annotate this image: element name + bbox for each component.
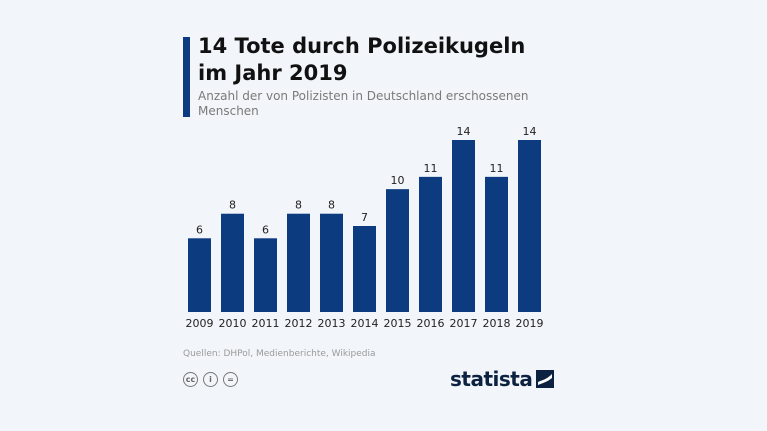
bar-2013 (320, 213, 343, 312)
logo-text: statista (450, 367, 533, 391)
bar-2011 (254, 238, 277, 312)
value-label-2013: 8 (328, 199, 335, 212)
tick-label-2010: 2010 (219, 317, 247, 330)
tick-label-2018: 2018 (483, 317, 511, 330)
tick-label-2009: 2009 (186, 317, 214, 330)
tick-label-2019: 2019 (516, 317, 544, 330)
bar-2012 (287, 213, 310, 312)
value-label-2015: 10 (391, 174, 405, 187)
tick-label-2015: 2015 (384, 317, 412, 330)
bar-2014 (353, 226, 376, 312)
accent-bar (183, 37, 190, 117)
value-label-2009: 6 (196, 223, 203, 236)
value-label-2012: 8 (295, 199, 302, 212)
bar-2016 (419, 176, 442, 312)
value-label-2018: 11 (490, 162, 504, 175)
cc-icon: cc (183, 372, 198, 387)
bar-2019 (518, 140, 541, 312)
attribution-icon: i (203, 372, 218, 387)
value-label-2014: 7 (361, 211, 368, 224)
chart-title: 14 Tote durch Polizeikugeln im Jahr 2019 (198, 34, 526, 85)
no-derivatives-icon: = (223, 372, 238, 387)
tick-label-2011: 2011 (252, 317, 280, 330)
value-label-2010: 8 (229, 199, 236, 212)
source-note: Quellen: DHPol, Medienberichte, Wikipedi… (183, 349, 376, 359)
bar-2018 (485, 176, 508, 312)
tick-label-2012: 2012 (285, 317, 313, 330)
tick-label-2016: 2016 (417, 317, 445, 330)
statista-logo: statista (450, 367, 555, 391)
tick-label-2013: 2013 (318, 317, 346, 330)
bar-2010 (221, 213, 244, 312)
tick-label-2014: 2014 (351, 317, 379, 330)
statista-mark-icon (536, 370, 555, 388)
tick-label-2017: 2017 (450, 317, 478, 330)
bar-2017 (452, 140, 475, 312)
license-icons: cc i = (183, 372, 238, 387)
value-label-2011: 6 (262, 223, 269, 236)
bar-2009 (188, 238, 211, 312)
value-label-2017: 14 (457, 125, 471, 138)
bar-2015 (386, 189, 409, 312)
chart-subtitle: Anzahl der von Polizisten in Deutschland… (198, 89, 529, 118)
value-label-2019: 14 (523, 125, 537, 138)
value-label-2016: 11 (424, 162, 438, 175)
